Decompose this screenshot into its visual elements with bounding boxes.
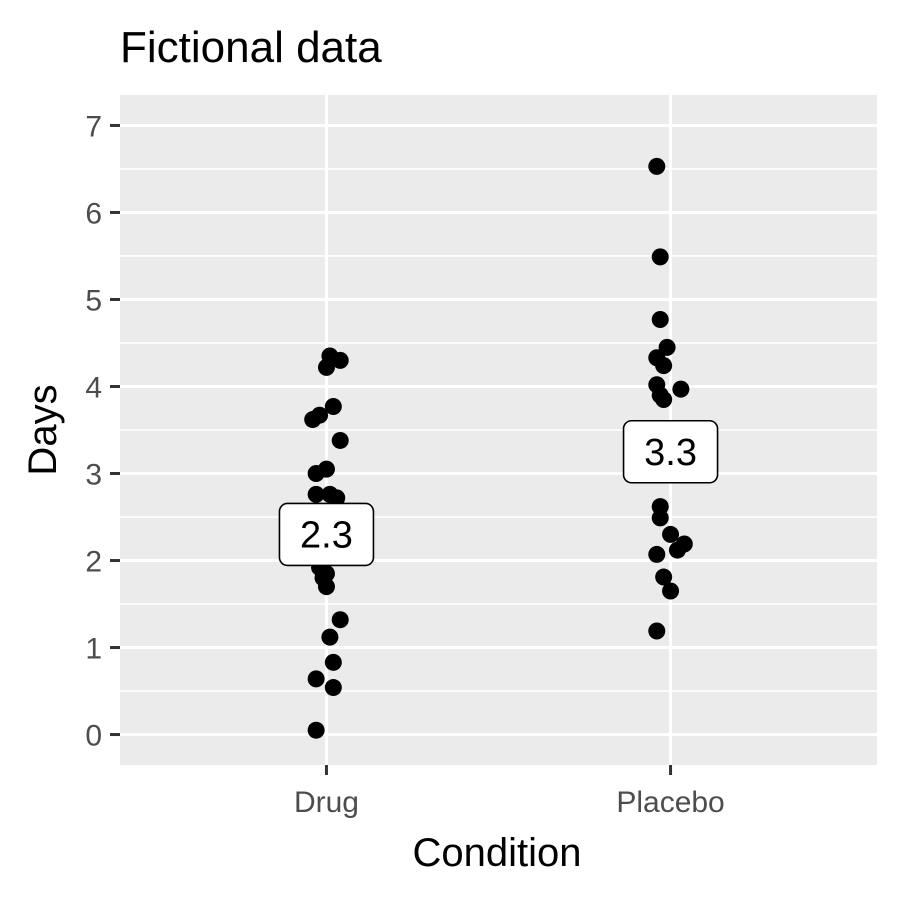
data-point-placebo bbox=[651, 310, 669, 328]
data-point-placebo bbox=[655, 568, 673, 586]
data-point-drug bbox=[317, 358, 335, 376]
data-point-drug bbox=[331, 351, 349, 369]
data-point-drug bbox=[331, 431, 349, 449]
mean-label-drug: 2.3 bbox=[300, 514, 353, 556]
y-tick-label: 5 bbox=[85, 284, 102, 317]
data-point-placebo bbox=[655, 391, 673, 409]
data-point-drug bbox=[324, 398, 342, 416]
mean-label-placebo: 3.3 bbox=[644, 432, 697, 474]
data-point-drug bbox=[321, 628, 339, 646]
x-tick-label-drug: Drug bbox=[294, 786, 359, 819]
data-point-placebo bbox=[651, 509, 669, 527]
data-point-placebo bbox=[662, 582, 680, 600]
data-point-placebo bbox=[648, 157, 666, 175]
y-axis-title: Days bbox=[21, 384, 65, 475]
data-point-drug bbox=[317, 578, 335, 596]
data-point-placebo bbox=[655, 357, 673, 375]
x-axis: Drug Placebo bbox=[294, 765, 725, 819]
data-point-drug bbox=[304, 411, 322, 429]
data-point-drug bbox=[307, 670, 325, 688]
y-tick-label: 0 bbox=[85, 720, 102, 753]
data-point-placebo bbox=[662, 525, 680, 543]
y-axis: 0 1 2 3 4 5 6 7 bbox=[85, 110, 120, 753]
data-point-drug bbox=[324, 653, 342, 671]
data-point-placebo bbox=[672, 380, 690, 398]
data-point-drug bbox=[307, 721, 325, 739]
x-axis-title: Condition bbox=[412, 831, 581, 875]
mean-label-box bbox=[278, 502, 375, 567]
chart-title: Fictional data bbox=[120, 23, 382, 72]
major-gridlines bbox=[120, 95, 877, 765]
y-tick-label: 4 bbox=[85, 371, 102, 404]
data-point-placebo bbox=[651, 248, 669, 266]
data-point-drug bbox=[328, 489, 346, 507]
x-tick-label-placebo: Placebo bbox=[616, 786, 724, 819]
data-point-placebo bbox=[648, 622, 666, 640]
y-tick-label: 7 bbox=[85, 110, 102, 143]
y-tick-label: 1 bbox=[85, 633, 102, 666]
y-tick-label: 6 bbox=[85, 197, 102, 230]
data-point-drug bbox=[324, 679, 342, 697]
y-tick-label: 2 bbox=[85, 546, 102, 579]
mean-labels: 2.3 3.3 bbox=[278, 419, 719, 567]
data-point-drug bbox=[307, 485, 325, 503]
data-point-placebo bbox=[648, 545, 666, 563]
data-point-drug bbox=[307, 465, 325, 483]
data-point-placebo bbox=[668, 541, 686, 559]
mean-label-box bbox=[622, 419, 719, 484]
y-tick-label: 3 bbox=[85, 459, 102, 492]
data-point-placebo bbox=[658, 338, 676, 356]
minor-gridlines bbox=[120, 168, 877, 692]
data-point-drug bbox=[331, 611, 349, 629]
